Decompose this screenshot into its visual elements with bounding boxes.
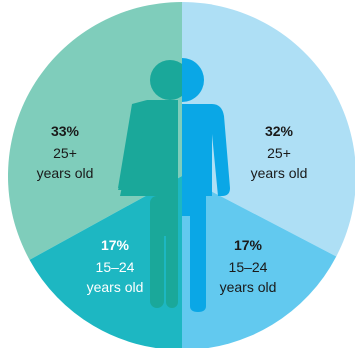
male-figure-icon bbox=[182, 58, 230, 312]
slice-male-25plus-age: 25+ bbox=[267, 145, 291, 161]
slice-male-25plus-percent: 32% bbox=[265, 123, 294, 139]
slice-female-15-24 bbox=[29, 176, 182, 350]
slice-male-15-24-percent: 17% bbox=[234, 237, 263, 253]
female-figure-icon bbox=[118, 60, 190, 308]
slice-male-25plus-unit: years old bbox=[251, 165, 308, 181]
slice-male-15-24-age: 15–24 bbox=[229, 259, 268, 275]
slice-female-25plus-unit: years old bbox=[37, 165, 94, 181]
slice-female-15-24-percent: 17% bbox=[101, 237, 130, 253]
slice-female-15-24-age: 15–24 bbox=[96, 259, 135, 275]
slice-female-25plus-percent: 33% bbox=[51, 123, 80, 139]
slice-male-15-24 bbox=[182, 176, 337, 350]
slice-female-25plus-age: 25+ bbox=[53, 145, 77, 161]
slice-female-15-24-unit: years old bbox=[87, 279, 144, 295]
slice-male-15-24-unit: years old bbox=[220, 279, 277, 295]
